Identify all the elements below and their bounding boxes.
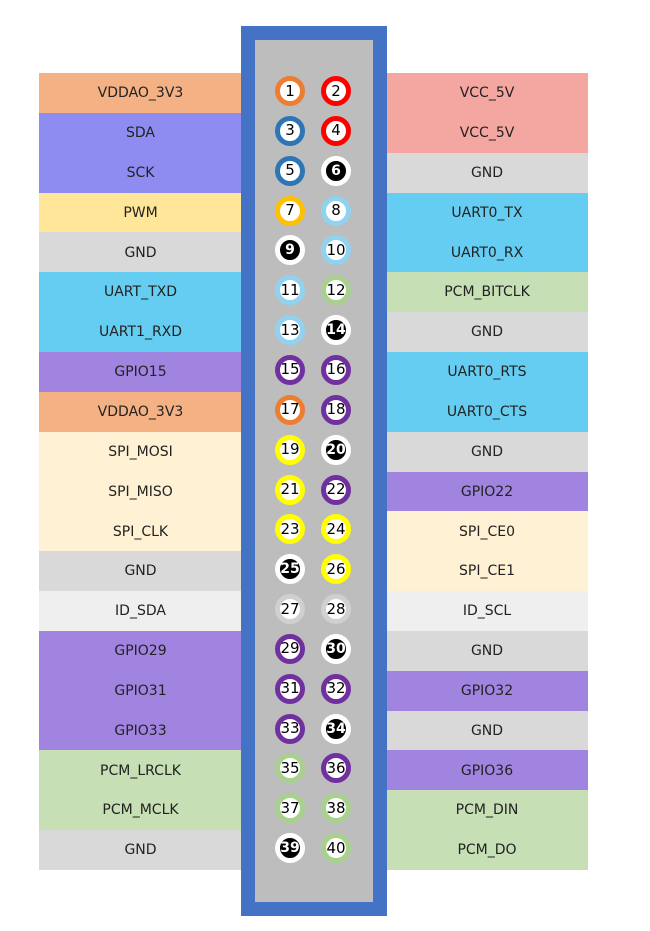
right-pin-label: GND — [386, 710, 588, 751]
pin-33: 33 — [275, 713, 305, 744]
pin-24: 24 — [321, 514, 351, 545]
pin-5: 5 — [275, 155, 305, 186]
pin-14: 14 — [321, 315, 351, 346]
right-pin-label: SPI_CE0 — [386, 511, 588, 552]
left-pin-label: SDA — [39, 112, 242, 154]
right-pin-label: GPIO22 — [386, 471, 588, 512]
pin-2: 2 — [321, 76, 351, 106]
pin-23: 23 — [275, 514, 305, 545]
pin-13: 13 — [275, 315, 305, 346]
pin-10: 10 — [321, 235, 351, 266]
gpio-header-body: 1 2 3 4 5 6 7 8 9 10 11 12 13 14 15 16 17 18 19 20 21 22 23 24 2… — [255, 40, 373, 902]
right-pin-label: PCM_BITCLK — [386, 272, 588, 313]
left-pin-label: PCM_LRCLK — [39, 750, 242, 791]
left-pin-label: GND — [39, 830, 242, 871]
pin-16: 16 — [321, 354, 351, 385]
pin-40: 40 — [321, 833, 351, 864]
pin-32: 32 — [321, 673, 351, 704]
pin-1: 1 — [275, 76, 305, 106]
pin-34: 34 — [321, 713, 351, 744]
pin-19: 19 — [275, 434, 305, 465]
left-pin-label: SPI_CLK — [39, 511, 242, 552]
pin-20: 20 — [321, 434, 351, 465]
right-pin-label: UART0_CTS — [386, 391, 588, 433]
right-pin-label: GPIO36 — [386, 750, 588, 791]
right-pin-label: GND — [386, 630, 588, 672]
right-pin-label: UART0_RX — [386, 232, 588, 273]
pin-35: 35 — [275, 753, 305, 784]
right-pin-label: SPI_CE1 — [386, 551, 588, 592]
left-pin-label: ID_SDA — [39, 591, 242, 632]
pin-17: 17 — [275, 394, 305, 425]
right-pin-label: VCC_5V — [386, 112, 588, 154]
left-pin-label: SPI_MISO — [39, 471, 242, 512]
pin-29: 29 — [275, 633, 305, 664]
pin-7: 7 — [275, 195, 305, 226]
left-pin-label: GPIO29 — [39, 630, 242, 672]
pin-26: 26 — [321, 554, 351, 585]
right-pin-label: GND — [386, 431, 588, 472]
pin-38: 38 — [321, 793, 351, 824]
right-pin-label: GPIO32 — [386, 670, 588, 712]
left-pin-label: VDDAO_3V3 — [39, 73, 242, 114]
right-pin-label: VCC_5V — [386, 73, 588, 114]
pin-37: 37 — [275, 793, 305, 824]
right-pin-label: UART0_TX — [386, 192, 588, 233]
left-pin-label: SPI_MOSI — [39, 431, 242, 472]
pin-15: 15 — [275, 354, 305, 385]
pin-4: 4 — [321, 115, 351, 146]
left-pin-label: GND — [39, 232, 242, 273]
left-pin-label: GPIO33 — [39, 710, 242, 751]
right-pin-label: GND — [386, 152, 588, 194]
right-pin-label: UART0_RTS — [386, 351, 588, 393]
right-pin-label: GND — [386, 312, 588, 353]
right-pin-label: PCM_DIN — [386, 790, 588, 831]
left-pin-label: SCK — [39, 152, 242, 194]
pin-21: 21 — [275, 474, 305, 505]
pin-39: 39 — [275, 833, 305, 864]
left-pin-label: GND — [39, 551, 242, 592]
pin-36: 36 — [321, 753, 351, 784]
pin-27: 27 — [275, 594, 305, 625]
pin-9: 9 — [275, 235, 305, 266]
gpio-header: 1 2 3 4 5 6 7 8 9 10 11 12 13 14 15 16 17 18 19 20 21 22 23 24 2… — [241, 26, 387, 916]
pin-3: 3 — [275, 115, 305, 146]
pin-12: 12 — [321, 275, 351, 306]
pin-22: 22 — [321, 474, 351, 505]
left-pin-label: GPIO15 — [39, 351, 242, 393]
pin-28: 28 — [321, 594, 351, 625]
pin-31: 31 — [275, 673, 305, 704]
left-pin-label: VDDAO_3V3 — [39, 391, 242, 433]
pin-11: 11 — [275, 275, 305, 306]
left-pin-label: GPIO31 — [39, 670, 242, 712]
pin-30: 30 — [321, 633, 351, 664]
right-pin-label: ID_SCL — [386, 591, 588, 632]
pin-25: 25 — [275, 554, 305, 585]
pin-8: 8 — [321, 195, 351, 226]
right-pin-label: PCM_DO — [386, 830, 588, 871]
left-pin-label: UART1_RXD — [39, 312, 242, 353]
pin-18: 18 — [321, 394, 351, 425]
left-pin-label: PWM — [39, 192, 242, 233]
left-pin-label: PCM_MCLK — [39, 790, 242, 831]
pin-6: 6 — [321, 155, 351, 186]
left-pin-label: UART_TXD — [39, 272, 242, 313]
